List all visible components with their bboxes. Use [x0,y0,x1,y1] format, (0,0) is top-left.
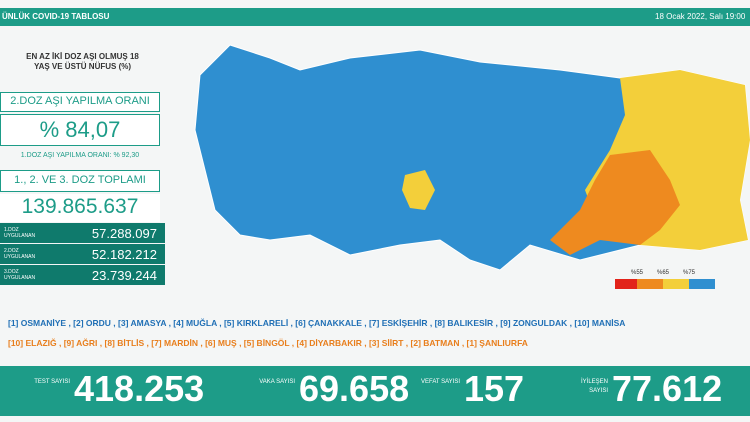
dose-row: 2.DOZ UYGULANAN 52.182.212 [0,244,165,264]
legend-swatch [663,279,689,289]
stats-bar: TEST SAYISI 418.253 VAKA SAYISI 69.658 VEF… [0,366,750,416]
vaccine-panel: EN AZ İKİ DOZ AŞI OLMUŞ 18 YAŞ VE ÜSTÜ N… [0,40,165,292]
stat-label: VEFAT SAYISI [420,379,460,385]
stat-label: VAKA SAYISI [259,379,295,385]
bottom-ranking: [10] ELAZIĞ , [9] AĞRI , [8] BİTLİS , [7… [8,338,528,348]
legend: %55 %65 %75 [615,270,715,289]
dose-row: 3.DOZ UYGULANAN 23.739.244 [0,265,165,285]
legend-swatch [689,279,715,289]
legend-label: %75 [683,270,696,276]
label-box: 2.DOZ AŞI YAPILMA ORANI [0,92,160,112]
second-dose-rate: % 84,07 [39,117,121,142]
dose-value: 52.182.212 [91,247,157,262]
doses: 1.DOZ UYGULANAN 57.288.097 2.DOZ UYGULANA… [0,223,165,286]
title: ÜNLÜK COVID-19 TABLOSU [2,12,110,21]
dose-value: 57.288.097 [91,226,157,241]
map: %55 %65 %75 [194,44,750,289]
stat-value: 69.658 [299,368,410,409]
top-ranking: [1] OSMANİYE , [2] ORDU , [3] AMASYA , [… [8,318,626,328]
legend-swatch [637,279,663,289]
dose-value: 23.739.244 [91,268,157,283]
vaccine-heading: EN AZ İKİ DOZ AŞI OLMUŞ 18 YAŞ VE ÜSTÜ N… [26,52,139,71]
dose-label: 1.DOZ UYGULANAN [4,227,36,239]
stat-value: 77.612 [612,368,723,409]
legend-swatch [615,279,637,289]
stat-value: 418.253 [74,368,205,409]
total: 139.865.637 [21,195,139,218]
stat-label: TEST SAYISI [34,379,70,385]
legend-label: %55 [631,270,644,276]
legend-label: %65 [657,270,670,276]
second-dose-label: 2.DOZ AŞI YAPILMA ORANI [10,95,150,107]
label-box: 1., 2. VE 3. DOZ TOPLAMI [0,170,160,192]
stat-label: İYİLEŞEN SAYISI [580,379,608,394]
first-dose-rate: 1.DOZ AŞI YAPILMA ORANI: % 92,30 [20,152,140,159]
total-label: 1., 2. VE 3. DOZ TOPLAMI [14,174,146,186]
dose-label: 2.DOZ UYGULANAN [4,248,36,260]
dose-row: 1.DOZ UYGULANAN 57.288.097 [0,223,165,243]
dose-label: 3.DOZ UYGULANAN [4,269,36,281]
region-yellow [402,170,435,210]
value-box: % 84,07 [0,114,160,146]
header: ÜNLÜK COVID-19 TABLOSU 18 Ocak 2022, Sal… [0,8,750,26]
value-box: 139.865.637 [0,194,160,222]
date: 18 Ocak 2022, Salı 19:00 [655,12,746,21]
region-orange [550,150,680,255]
stat-value: 157 [464,368,525,409]
